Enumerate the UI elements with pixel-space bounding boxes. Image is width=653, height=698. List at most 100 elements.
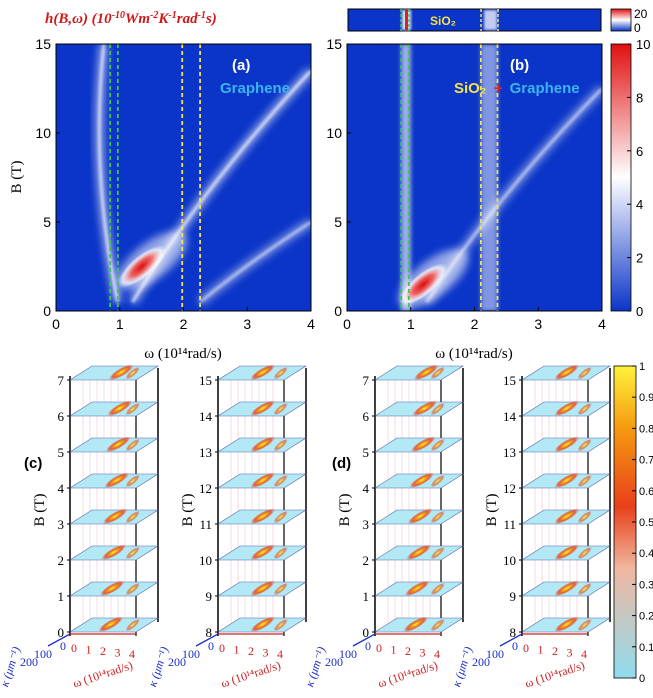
slice-hot2-7 bbox=[430, 366, 445, 380]
slice-hot-0 bbox=[98, 616, 123, 633]
panel-a bbox=[56, 44, 311, 311]
slice-hot2-11 bbox=[273, 510, 288, 524]
colorbar-tick-label: 4 bbox=[636, 197, 643, 212]
branch-3 bbox=[425, 87, 602, 303]
stack-tick-label: 13 bbox=[503, 445, 516, 460]
stack-ylabel: B (T) bbox=[484, 494, 500, 527]
colorbar-tick-label: 0.8 bbox=[639, 423, 653, 435]
panel-a-xlabel: ω (10¹⁴rad/s) bbox=[144, 346, 222, 362]
slice-hot-6 bbox=[107, 400, 132, 417]
stack-tick-label: 5 bbox=[58, 445, 65, 460]
slice-hot2-2 bbox=[430, 546, 445, 560]
stack-tick-label: 1 bbox=[363, 589, 370, 604]
kappa-tick-label: 200 bbox=[325, 655, 343, 669]
kappa-tick-label: 200 bbox=[168, 655, 186, 669]
kappa-tick-label: 100 bbox=[182, 647, 200, 661]
colorbar-tick-label: 6 bbox=[636, 144, 643, 159]
colorbar-tick-label: 0 bbox=[636, 304, 643, 319]
colorbar-tick-label: 8 bbox=[636, 90, 643, 105]
omega-tick-label: 4 bbox=[581, 647, 587, 661]
omega-axis-label: ω (10¹⁴rad/s) bbox=[523, 658, 586, 690]
inset-colorbar-tick-20: 20 bbox=[634, 7, 648, 21]
omega-tick-label: 3 bbox=[567, 646, 573, 660]
x-tick-label: 2 bbox=[180, 316, 188, 332]
slice-hot2-5 bbox=[125, 438, 140, 452]
stack-tick-label: 3 bbox=[58, 517, 65, 532]
stack-tick-label: 8 bbox=[510, 625, 517, 640]
x-tick-label: 3 bbox=[243, 316, 251, 332]
stack-tick-label: 14 bbox=[503, 409, 517, 424]
slice-hot-8 bbox=[250, 616, 275, 633]
kappa-tick-label: 0 bbox=[365, 639, 371, 653]
slice-hot-1 bbox=[404, 580, 430, 597]
colorbar-tick-label: 2 bbox=[636, 251, 643, 266]
slice-hot2-4 bbox=[125, 474, 140, 488]
annotation-graphene: Graphene bbox=[510, 80, 580, 97]
stack-tick-label: 15 bbox=[503, 373, 516, 388]
omega-tick-label: 0 bbox=[219, 641, 225, 655]
slice-hot-7 bbox=[108, 364, 134, 381]
kappa-axis bbox=[499, 633, 523, 647]
branch-2 bbox=[131, 69, 311, 303]
inset-band-2 bbox=[484, 10, 497, 30]
panel-d-label: (d) bbox=[332, 455, 351, 472]
omega-tick-label: 4 bbox=[129, 647, 135, 661]
kappa-tick-label: 100 bbox=[339, 647, 357, 661]
slice-hot-0 bbox=[403, 616, 428, 633]
slice-hot2-3 bbox=[125, 510, 140, 524]
slice-hot-8 bbox=[554, 616, 579, 633]
stack-tick-label: 5 bbox=[363, 445, 370, 460]
slice-hot2-10 bbox=[577, 546, 592, 560]
slice-hot-10 bbox=[554, 544, 579, 561]
band-1 bbox=[480, 44, 498, 311]
title-part-7: -1 bbox=[198, 10, 206, 21]
slice-hot2-4 bbox=[430, 474, 445, 488]
omega-tick-label: 2 bbox=[248, 644, 254, 658]
stack-tick-label: 7 bbox=[58, 373, 65, 388]
colorbar-tick-label: 0.5 bbox=[639, 517, 653, 529]
panel-b-background bbox=[347, 44, 602, 311]
slice-hot2-13 bbox=[273, 438, 288, 452]
stack-tick-label: 2 bbox=[363, 553, 370, 568]
slice-hot2-8 bbox=[577, 618, 592, 632]
omega-tick-label: 2 bbox=[552, 644, 558, 658]
hot-spot-2 bbox=[399, 263, 448, 306]
x-tick-label: 1 bbox=[116, 316, 124, 332]
inset-band-1-core bbox=[405, 10, 408, 30]
slice-hot-12 bbox=[250, 472, 275, 489]
stack-tick-label: 12 bbox=[503, 481, 516, 496]
slice-hot-2 bbox=[406, 544, 431, 561]
stack-tick-label: 10 bbox=[503, 553, 516, 568]
omega-tick-label: 3 bbox=[115, 646, 121, 660]
colorbar-tick-label: 0.3 bbox=[639, 579, 653, 591]
stack-ylabel: B (T) bbox=[32, 494, 48, 527]
stack-tick-label: 6 bbox=[363, 409, 370, 424]
slice-hot-15 bbox=[250, 364, 275, 381]
kappa-tick-label: 100 bbox=[34, 647, 52, 661]
kappa-tick-label: 0 bbox=[60, 639, 66, 653]
omega-tick-label: 3 bbox=[263, 646, 269, 660]
slice-hot-11 bbox=[250, 508, 275, 525]
slice-hot-6 bbox=[412, 400, 437, 417]
omega-tick-label: 4 bbox=[277, 647, 283, 661]
y-tick-label: 10 bbox=[326, 125, 342, 141]
stack-ylabel: B (T) bbox=[180, 494, 196, 527]
slice-hot2-14 bbox=[273, 402, 288, 416]
omega-tick-label: 0 bbox=[376, 641, 382, 655]
y-tick-label: 0 bbox=[43, 303, 51, 319]
stack-tick-label: 4 bbox=[58, 481, 65, 496]
panel-b-annotation: SiO₂ + Graphene bbox=[454, 80, 580, 97]
slice-hot2-3 bbox=[430, 510, 445, 524]
annotation-sio2: SiO₂ bbox=[454, 80, 487, 97]
panel-b-features bbox=[398, 44, 602, 311]
omega-tick-label: 3 bbox=[420, 646, 426, 660]
stack-tick-label: 8 bbox=[206, 625, 213, 640]
colorbar-tick-label: 0 bbox=[639, 673, 645, 685]
title-part-0: h(B,ω) (10 bbox=[45, 11, 112, 27]
slice-hot2-13 bbox=[577, 438, 592, 452]
omega-axis-label: ω (10¹⁴rad/s) bbox=[376, 658, 439, 690]
bottom-colorbar-ticks: 0 0.1 0.2 0.3 0.4 0.5 0.6 0.7 0.8 0.9 1 bbox=[632, 361, 653, 685]
panel-b-label: (b) bbox=[510, 57, 529, 74]
